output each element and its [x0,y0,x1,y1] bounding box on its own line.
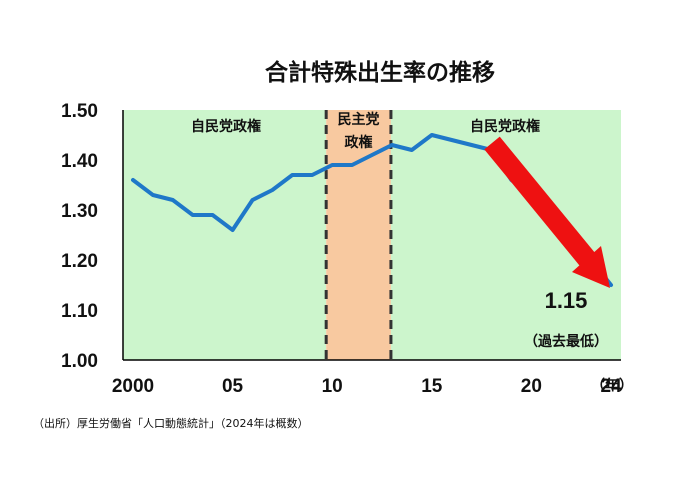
x-tick-label: 20 [521,376,542,397]
source-note: （出所）厚生労働省「人口動態統計」（2024年は概数） [33,416,309,430]
data-point [350,163,354,167]
x-tick-label: 24 [600,376,622,397]
data-point [270,188,274,192]
data-point [450,138,454,142]
data-point [131,178,135,182]
data-point [430,133,434,137]
period-label-0: 自民党政権 [191,118,261,135]
y-tick-label: 1.40 [61,151,98,172]
data-point [290,173,294,177]
data-point [470,143,474,147]
data-point [390,143,394,147]
trend-arrow-shaft [484,136,600,272]
data-point [370,153,374,157]
data-point [410,148,414,152]
data-point [151,193,155,197]
annotation-note: （過去最低） [524,333,608,350]
trend-arrow-head [572,246,610,288]
period-label-1-line-2: 政権 [345,134,373,151]
y-tick-label: 1.10 [61,301,98,322]
x-tick-label: 15 [421,376,443,397]
data-point [171,198,175,202]
y-tick-label: 1.30 [61,201,98,222]
data-point [609,283,613,287]
data-point [191,213,195,217]
period-label-1-line-1: 民主党 [338,111,380,128]
data-point [211,213,215,217]
data-point [230,228,235,232]
y-tick-label: 1.20 [61,251,98,272]
y-tick-label: 1.00 [61,351,98,372]
x-unit-label: （年） [591,377,633,394]
data-point [330,163,334,167]
x-tick-label: 10 [322,376,343,397]
y-tick-label: 1.50 [61,101,98,122]
data-point [250,198,255,202]
period-band-0 [123,110,327,360]
x-tick-label: 05 [222,376,244,397]
data-point [310,173,314,177]
x-tick-label: 2000 [112,376,154,397]
annotation-value: 1.15 [545,288,588,313]
chart-title: 合計特殊出生率の推移 [265,59,495,86]
period-label-2: 自民党政権 [470,118,540,135]
